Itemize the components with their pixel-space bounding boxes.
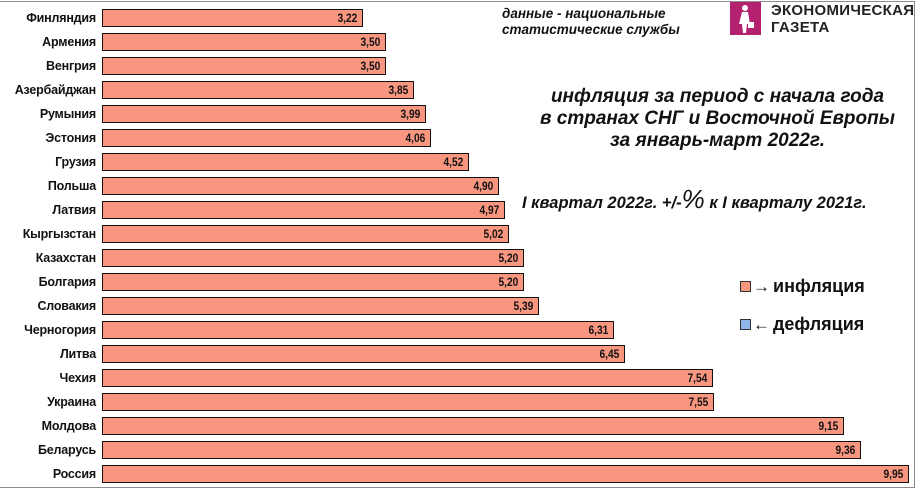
logo-line1: ЭКОНОМИЧЕСКАЯ: [771, 2, 915, 19]
logo-icon: [730, 2, 761, 35]
category-label: Украина: [47, 395, 96, 409]
value-label: 4,97: [479, 203, 499, 217]
value-label: 7,55: [688, 395, 708, 409]
data-bar: 9,95: [102, 465, 909, 483]
value-label: 4,52: [443, 155, 463, 169]
logo-line2: ГАЗЕТА: [771, 19, 830, 36]
data-bar: 9,36: [102, 441, 861, 459]
data-bar: 4,06: [102, 129, 431, 147]
value-label: 3,22: [337, 11, 357, 25]
value-label: 4,90: [473, 179, 493, 193]
value-label: 3,85: [388, 83, 408, 97]
subtitle-percent: %: [681, 184, 705, 214]
value-label: 5,20: [498, 275, 518, 289]
value-label: 3,50: [360, 59, 380, 73]
category-label: Азербайджан: [14, 83, 96, 97]
arrow-left-icon: ←: [753, 314, 770, 334]
category-label: Венгрия: [46, 59, 96, 73]
category-label: Литва: [59, 347, 96, 361]
data-bar: 3,22: [102, 9, 363, 27]
legend-label-deflation: дефляция: [773, 314, 865, 334]
arrow-right-icon: →: [753, 276, 770, 296]
legend-swatch-inflation: [740, 281, 751, 292]
category-label: Черногория: [24, 323, 96, 337]
value-label: 9,36: [835, 443, 855, 457]
data-bar: 4,90: [102, 177, 499, 195]
legend-label-inflation: инфляция: [773, 276, 865, 296]
value-label: 6,45: [599, 347, 619, 361]
category-label: Латвия: [52, 203, 96, 217]
data-bar: 3,50: [102, 57, 386, 75]
data-bar: 5,20: [102, 273, 524, 291]
data-bar: 7,55: [102, 393, 714, 411]
data-bar: 6,31: [102, 321, 614, 339]
value-label: 5,20: [498, 251, 518, 265]
data-bar: 4,97: [102, 201, 505, 219]
data-bar: 5,39: [102, 297, 539, 315]
chart-subtitle: I квартал 2022г. +/-% к I кварталу 2021г…: [522, 184, 917, 215]
source-note-line1: данные - национальные: [502, 6, 666, 21]
title-line3: за январь-март 2022г.: [609, 130, 826, 151]
logo: ЭКОНОМИЧЕСКАЯ ГАЗЕТА: [730, 2, 914, 36]
category-label: Польша: [47, 179, 96, 193]
data-bar: 4,52: [102, 153, 469, 171]
subtitle-before: I квартал 2022г. +/-: [522, 194, 682, 212]
legend-item-inflation: → инфляция: [740, 276, 865, 297]
data-bar: 7,54: [102, 369, 713, 387]
category-label: Грузия: [55, 155, 96, 169]
title-line1: инфляция за период с начала года: [550, 86, 885, 107]
category-label: Чехия: [59, 371, 96, 385]
category-label: Финляндия: [26, 11, 96, 25]
category-label: Армения: [42, 35, 96, 49]
category-label: Молдова: [41, 419, 97, 433]
value-label: 5,02: [483, 227, 503, 241]
legend-swatch-deflation: [740, 319, 751, 330]
value-label: 3,99: [400, 107, 420, 121]
value-label: 5,39: [513, 299, 533, 313]
category-label: Россия: [52, 467, 96, 481]
value-label: 7,54: [687, 371, 707, 385]
source-note-line2: статистические службы: [502, 22, 680, 37]
category-label: Эстония: [45, 131, 96, 145]
title-line2: в странах СНГ и Восточной Европы: [540, 108, 895, 129]
value-label: 6,31: [588, 323, 608, 337]
category-label: Беларусь: [38, 443, 96, 457]
source-note: данные - национальные статистические слу…: [502, 6, 680, 38]
data-bar: 6,45: [102, 345, 625, 363]
data-bar: 3,99: [102, 105, 426, 123]
category-label: Кыргызстан: [22, 227, 97, 241]
value-label: 4,06: [405, 131, 425, 145]
data-bar: 9,15: [102, 417, 844, 435]
category-label: Румыния: [39, 107, 96, 121]
value-label: 3,50: [360, 35, 380, 49]
data-bar: 3,85: [102, 81, 414, 99]
category-label: Болгария: [38, 275, 97, 289]
legend-item-deflation: ← дефляция: [740, 314, 864, 335]
category-label: Казахстан: [35, 251, 97, 265]
category-label: Словакия: [37, 299, 96, 313]
data-bar: 5,02: [102, 225, 509, 243]
value-label: 9,15: [818, 419, 838, 433]
chart-title: инфляция за период с начала года в стран…: [520, 86, 915, 152]
value-label: 9,95: [883, 467, 903, 481]
subtitle-after: к I кварталу 2021г.: [704, 194, 867, 212]
data-bar: 5,20: [102, 249, 524, 267]
data-bar: 3,50: [102, 33, 386, 51]
